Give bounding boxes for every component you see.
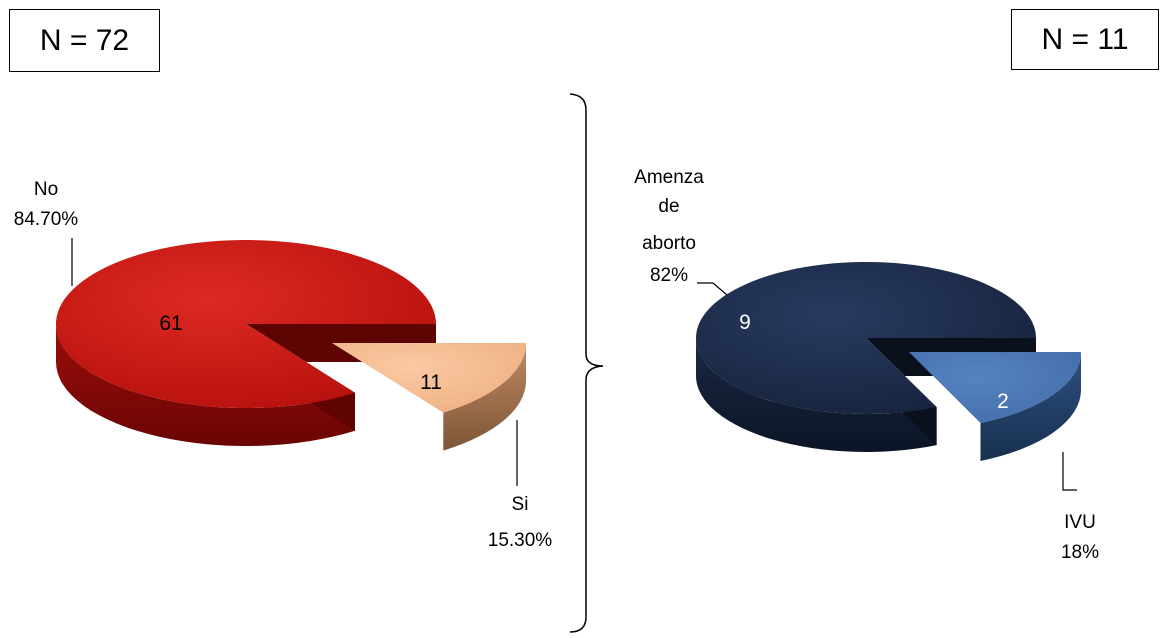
slice-amenza-label-line-2: de (658, 196, 679, 217)
slice-amenza-side (696, 338, 937, 452)
slice-no (56, 239, 437, 408)
slice-amenza-value: 9 (739, 311, 751, 334)
pie-chart-right: 9 2 Amenza de aborto 82% IVU 18% (634, 167, 1099, 563)
slice-amenza (696, 261, 1036, 414)
slice-ivu-value: 2 (997, 390, 1009, 413)
slice-no-label: No (34, 179, 58, 200)
slice-si-percent: 15.30% (488, 530, 553, 551)
bracket (569, 93, 604, 633)
slice-amenza-leader-line (697, 282, 728, 296)
n-box-right: N = 11 (1011, 9, 1159, 70)
slice-ivu-leader-line (1062, 452, 1077, 491)
slice-amenza-label-line-3: aborto (642, 233, 696, 254)
slice-si (332, 343, 526, 413)
slice-ivu-percent: 18% (1061, 542, 1099, 563)
slice-si-value: 11 (420, 371, 442, 394)
slice-si-side (443, 343, 526, 451)
slice-no-value: 61 (159, 312, 182, 335)
slice-si-label: Si (512, 494, 529, 515)
slice-no-side (56, 324, 355, 446)
slice-amenza-percent: 82% (650, 265, 688, 286)
slice-amenza-label-line-1: Amenza (634, 167, 704, 188)
pie-chart-left: 61 11 No 84.70% Si 15.30% (14, 179, 553, 551)
slice-ivu-side (980, 352, 1082, 461)
slice-no-percent: 84.70% (14, 209, 79, 230)
slice-ivu (909, 352, 1082, 423)
n-box-left: N = 72 (9, 9, 160, 72)
slice-ivu-label: IVU (1064, 512, 1096, 533)
